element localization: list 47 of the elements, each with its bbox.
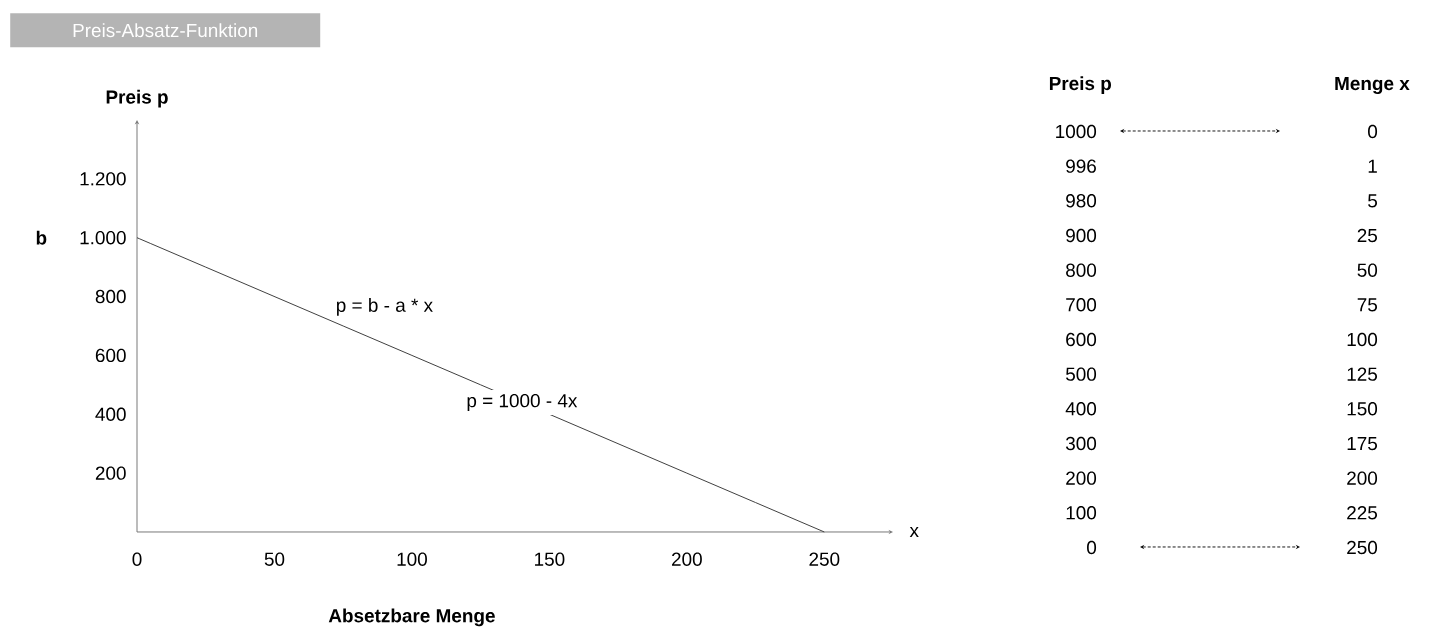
text: 125 bbox=[1347, 367, 1378, 381]
x-tick-label: 50 bbox=[264, 552, 285, 566]
text: 800 bbox=[1066, 263, 1097, 277]
annotation: p = 1000 - 4x bbox=[467, 393, 578, 412]
text: 5 bbox=[1368, 194, 1378, 208]
x-tick-label: 250 bbox=[809, 552, 840, 566]
text: 980 bbox=[1066, 194, 1097, 208]
text: 500 bbox=[1065, 367, 1097, 381]
y-tick-label: 1.200 bbox=[80, 172, 126, 186]
text: 0 bbox=[1087, 540, 1097, 555]
text: x bbox=[909, 526, 919, 537]
y-tick-label: 400 bbox=[95, 407, 126, 421]
text: 400 bbox=[1065, 402, 1097, 416]
text: 1000 bbox=[1056, 124, 1097, 139]
text: Preis p bbox=[1049, 76, 1112, 94]
text: 900 bbox=[1066, 228, 1097, 243]
text: 600 bbox=[1066, 332, 1097, 347]
x-tick-label: 150 bbox=[535, 552, 565, 566]
x-tick-label: 0 bbox=[132, 552, 142, 566]
y-axis-title: Preis p bbox=[106, 89, 168, 108]
text: 175 bbox=[1347, 436, 1378, 451]
y-tick-label: 200 bbox=[95, 466, 126, 480]
x-tick-label: 200 bbox=[672, 552, 702, 566]
chart-title: Preis-Absatz-Funktion bbox=[73, 23, 258, 38]
annotation: p = b - a * x bbox=[336, 298, 433, 316]
text: 100 bbox=[1347, 332, 1378, 347]
text: 1 bbox=[1368, 159, 1377, 173]
text: 200 bbox=[1066, 471, 1097, 485]
text: 996 bbox=[1066, 159, 1096, 173]
text: 250 bbox=[1347, 540, 1378, 555]
text: 50 bbox=[1357, 263, 1378, 277]
y-tick-label: 600 bbox=[95, 348, 126, 363]
text: 100 bbox=[1066, 506, 1097, 520]
text: 300 bbox=[1065, 436, 1097, 451]
y-tick-label: 1.000 bbox=[80, 231, 126, 245]
text: 25 bbox=[1357, 228, 1378, 243]
text: 0 bbox=[1368, 124, 1378, 139]
text: 200 bbox=[1347, 471, 1378, 485]
text: 225 bbox=[1347, 506, 1378, 520]
text: 700 bbox=[1066, 298, 1097, 312]
text: 75 bbox=[1357, 298, 1378, 312]
text: b bbox=[36, 230, 47, 245]
y-tick-label: 800 bbox=[95, 289, 126, 304]
text: 150 bbox=[1347, 402, 1378, 416]
x-tick-label: 100 bbox=[397, 552, 427, 566]
x-axis-title: Absetzbare Menge bbox=[328, 608, 495, 627]
text: Menge x bbox=[1335, 76, 1410, 94]
